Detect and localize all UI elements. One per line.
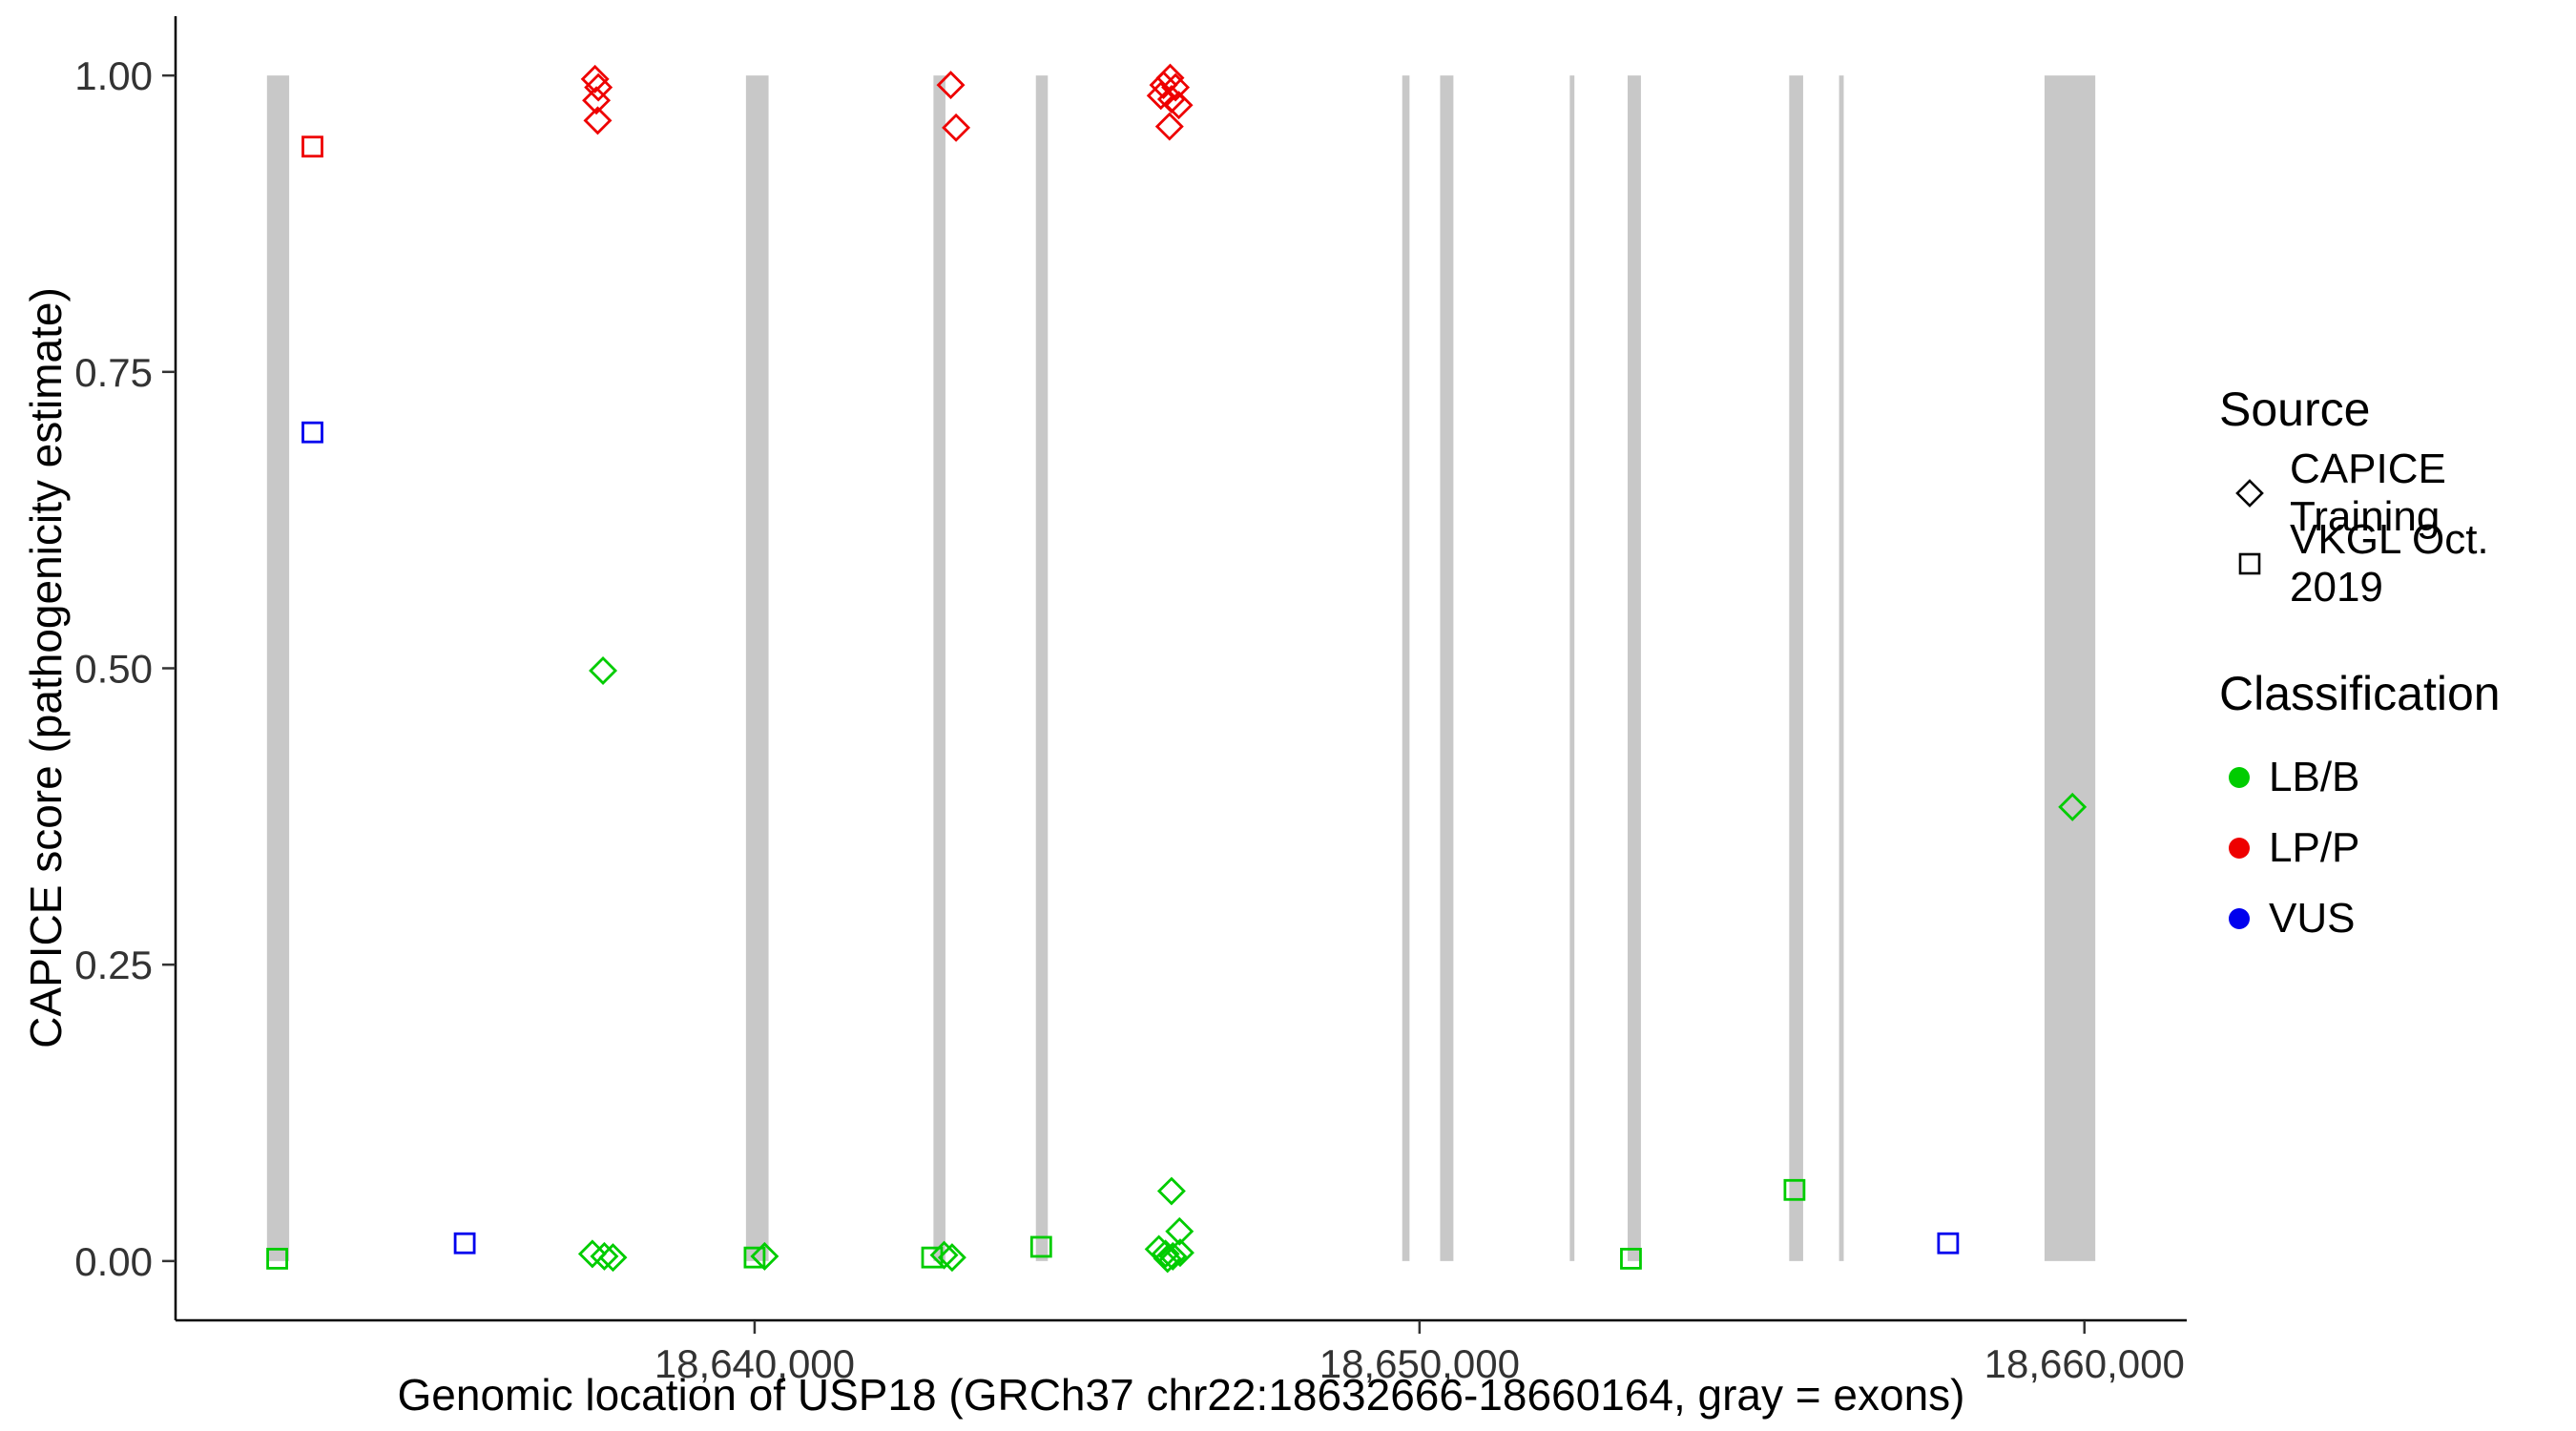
x-tick-label: 18,640,000 (654, 1341, 855, 1386)
exon-bar (1402, 75, 1410, 1261)
red-dot-icon (2229, 838, 2250, 859)
data-point-diamond (580, 64, 610, 93)
data-point-square (1783, 1178, 1806, 1201)
data-point-diamond (590, 1241, 619, 1271)
legend-item-label: LB/B (2269, 754, 2360, 800)
y-axis-title: CAPICE score (pathogenicity estimate) (21, 287, 71, 1048)
data-point-diamond (936, 71, 966, 100)
data-point-diamond (1149, 71, 1178, 100)
blue-dot-icon (2229, 908, 2250, 929)
x-tick-label: 18,660,000 (1984, 1341, 2185, 1386)
legend-source-title: Source (2219, 383, 2371, 436)
y-tick-label: 0.75 (74, 350, 153, 395)
data-point-diamond (750, 1241, 779, 1271)
data-point-diamond (1158, 1241, 1188, 1271)
data-point-diamond (1153, 1244, 1182, 1274)
data-point-diamond (582, 86, 612, 115)
x-tick-label: 18,650,000 (1319, 1341, 1520, 1386)
exon-bar (933, 75, 945, 1261)
data-point-diamond (577, 1239, 607, 1269)
data-point-diamond (583, 106, 613, 135)
data-point-diamond (937, 1243, 966, 1273)
exon-bar (1627, 75, 1641, 1261)
exon-bar (1569, 75, 1575, 1261)
data-point-diamond (584, 73, 613, 102)
data-point-square (743, 1246, 766, 1269)
exon-bar (1035, 75, 1049, 1261)
y-tick-label: 1.00 (74, 53, 153, 98)
data-point-diamond (1154, 112, 1184, 141)
legend-item-vus: VUS (2219, 883, 2576, 954)
data-point-diamond (598, 1243, 628, 1273)
diamond-icon (2235, 479, 2264, 508)
data-point-square (301, 421, 323, 444)
data-point-diamond (2058, 792, 2088, 821)
y-tick-label: 0.50 (74, 647, 153, 692)
exon-bar (266, 75, 290, 1261)
exon-bar (1789, 75, 1803, 1261)
legend-item-label: VUS (2269, 895, 2356, 942)
exon-bar (745, 75, 769, 1261)
data-point-square (1620, 1247, 1642, 1270)
data-point-square (1937, 1232, 1960, 1255)
legend: Source CAPICE Training VKGL Oct. 2019 Cl… (2219, 382, 2576, 954)
data-point-diamond (589, 656, 618, 685)
data-point-diamond (1165, 1216, 1195, 1246)
legend-item-label: VKGL Oct. 2019 (2290, 516, 2489, 611)
data-point-diamond (1165, 1238, 1195, 1268)
legend-source-section: Source CAPICE Training VKGL Oct. 2019 (2219, 382, 2576, 611)
legend-item-vkgl: VKGL Oct. 2019 (2219, 516, 2576, 611)
data-point-diamond (1161, 73, 1191, 102)
legend-classification-section: Classification LB/B LP/P VUS (2219, 666, 2576, 954)
data-point-diamond (929, 1240, 959, 1270)
legend-item-lpp: LP/P (2219, 813, 2576, 883)
legend-item-label: CAPICE Training (2290, 446, 2446, 540)
data-point-square (266, 1247, 288, 1270)
data-point-diamond (1164, 91, 1194, 120)
legend-classification-title: Classification (2219, 667, 2501, 720)
data-point-square (1029, 1235, 1052, 1258)
legend-item-capice-training: CAPICE Training (2219, 446, 2576, 540)
y-tick-label: 0.00 (74, 1239, 153, 1284)
green-dot-icon (2229, 767, 2250, 788)
data-point-diamond (1146, 81, 1175, 111)
y-tick-label: 0.25 (74, 943, 153, 987)
legend-item-label: LP/P (2269, 824, 2360, 871)
data-point-diamond (942, 113, 971, 142)
data-point-square (301, 135, 323, 158)
legend-item-lbb: LB/B (2219, 742, 2576, 813)
square-icon (2238, 552, 2261, 575)
data-point-square (921, 1246, 944, 1269)
exon-bar (1839, 75, 1844, 1261)
exon-bar (1440, 75, 1454, 1261)
x-axis-title: Genomic location of USP18 (GRCh37 chr22:… (397, 1370, 1965, 1420)
data-point-square (453, 1232, 476, 1255)
data-point-diamond (1156, 1176, 1186, 1206)
exon-bar (2044, 75, 2096, 1261)
data-point-diamond (1151, 1239, 1180, 1269)
